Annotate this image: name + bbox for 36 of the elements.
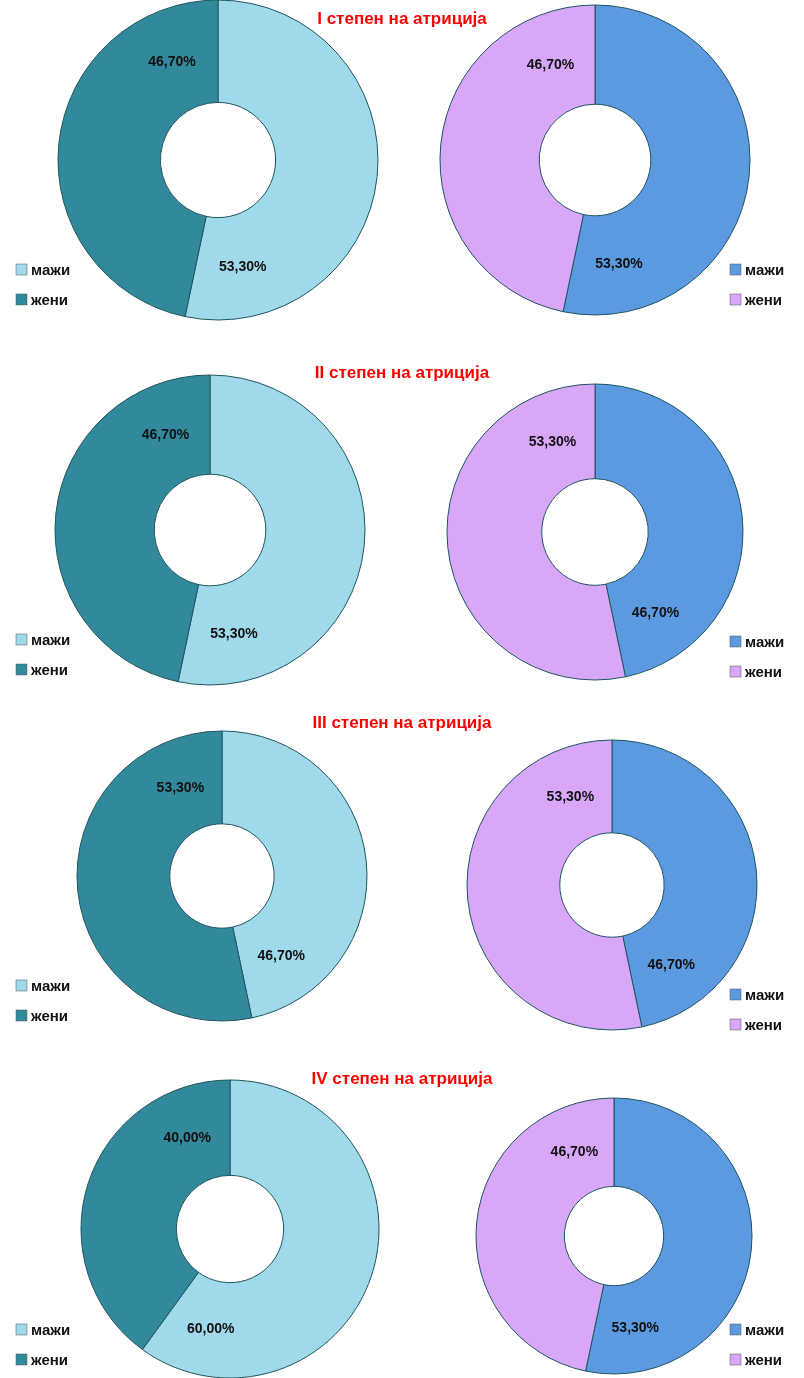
legend-label: жени [744,1351,783,1369]
legend-label: мажи [745,1321,785,1339]
data-label: 46,70% [148,53,197,70]
data-label: 46,70% [526,56,575,73]
chart-title: IV степен на атриција [311,1069,493,1088]
legend-label: мажи [745,261,785,279]
data-label: 46,70% [631,604,680,621]
data-label: 46,70% [141,426,190,443]
text: III степен на атриција [312,713,493,732]
legend-label: жени [30,1007,69,1025]
data-label: 40,00% [163,1129,212,1146]
data-label: 53,30% [218,257,267,274]
legend-label: мажи [31,631,71,649]
legend-label: мажи [31,977,71,995]
legend-label: мажи [745,633,785,651]
legend-label: жени [30,1351,69,1369]
data-label: 53,30% [546,787,595,804]
legend-label: мажи [745,986,785,1004]
data-label: 53,30% [210,624,259,641]
data-label: 46,70% [257,946,306,963]
data-label: 46,70% [550,1142,599,1159]
data-label: 53,30% [156,778,205,795]
legend-label: мажи [31,1321,71,1339]
legend-label: жени [30,291,69,309]
data-label: 46,70% [647,955,696,972]
legend-label: жени [744,291,783,309]
data-label: 53,30% [595,254,644,271]
legend-label: мажи [31,261,71,279]
legend-label: жени [744,663,783,681]
text: II степен на атриција [314,363,490,382]
data-label: 53,30% [528,432,577,449]
text: I степен на атриција [317,9,488,28]
legend-label: жени [30,661,69,679]
data-label: 60,00% [186,1320,235,1337]
legend-label: жени [744,1016,783,1034]
data-label: 53,30% [611,1319,660,1336]
